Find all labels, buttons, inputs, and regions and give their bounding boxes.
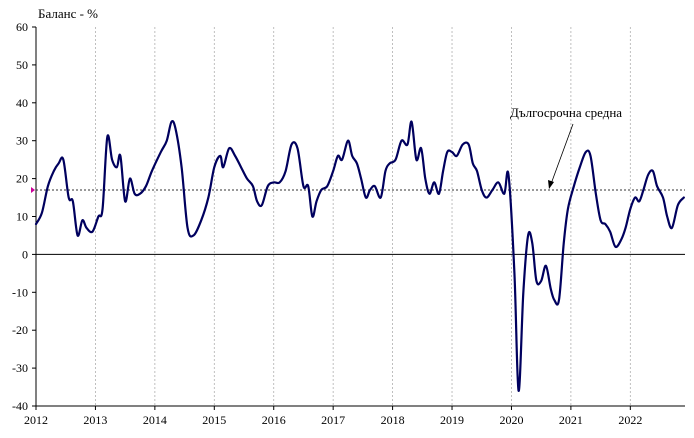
x-tick-label: 2021 (559, 413, 583, 427)
x-tick-label: 2017 (321, 413, 345, 427)
y-tick-label: 0 (22, 247, 28, 261)
average-marker (31, 186, 35, 193)
annotation-arrowhead (548, 180, 554, 189)
x-tick-label: 2020 (499, 413, 523, 427)
average-annotation: Дългосрочна средна (510, 105, 622, 120)
x-tick-label: 2018 (381, 413, 405, 427)
x-tick-label: 2015 (202, 413, 226, 427)
x-tick-label: 2014 (143, 413, 167, 427)
y-tick-label: 10 (16, 210, 28, 224)
x-axis: 2012 2013 2014 2015 2016 2017 2018 2019 2020 2021… (24, 405, 685, 427)
y-tick-label: -10 (12, 285, 28, 299)
y-tick-label: 20 (16, 172, 28, 186)
y-tick-label: 50 (16, 58, 28, 72)
y-tick-label: 30 (16, 134, 28, 148)
y-tick-label: 60 (16, 20, 28, 34)
vertical-gridlines (95, 27, 631, 406)
y-axis: 60 50 40 30 20 10 0 -10 -20 -30 -40 (12, 20, 37, 413)
x-tick-label: 2012 (24, 413, 48, 427)
annotation-arrow (550, 123, 574, 185)
y-tick-label: -20 (12, 323, 28, 337)
x-tick-label: 2019 (440, 413, 464, 427)
x-tick-label: 2013 (83, 413, 107, 427)
y-tick-label: -40 (12, 399, 28, 413)
y-axis-label: Баланс - % (38, 6, 98, 21)
y-tick-label: 40 (16, 96, 28, 110)
y-tick-label: -30 (12, 361, 28, 375)
x-tick-label: 2016 (262, 413, 286, 427)
balance-series-line (34, 119, 685, 392)
x-tick-label: 2022 (618, 413, 642, 427)
